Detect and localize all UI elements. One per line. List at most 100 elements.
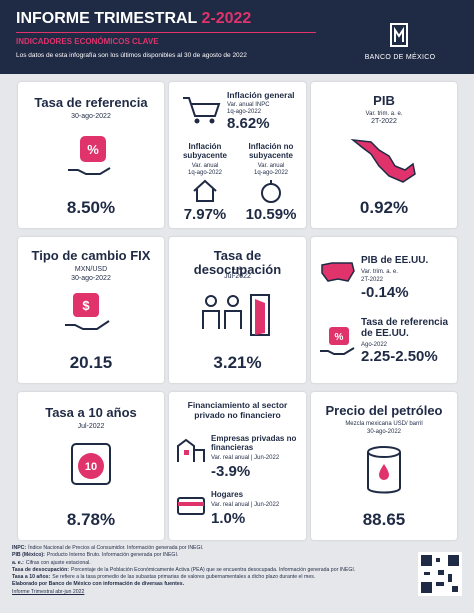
logo: BANCO DE MÉXICO: [364, 54, 436, 61]
subtitle: INDICADORES ECONÓMICOS CLAVE: [16, 37, 159, 46]
card: Financiamiento al sector privado no fina…: [169, 392, 306, 540]
icon: 10: [71, 443, 111, 485]
icon: [183, 97, 221, 124]
card-title: Tasa de desocupación: [193, 248, 282, 277]
card-value: 10.59%: [245, 206, 297, 223]
header-note: Los datos de esta infografía son los últ…: [16, 52, 247, 59]
card-value: 20.15: [69, 353, 113, 372]
card-measure: Var. trim. a. e.: [361, 269, 398, 275]
card-date: 30-ago-2022: [71, 275, 111, 282]
note-term: INPC:: [12, 545, 27, 551]
card-date: 2T-2022: [371, 118, 397, 125]
card-date: 1q-ago-2022: [253, 170, 289, 176]
icon: $: [65, 293, 110, 330]
card-measure: Var. trim. a. e.: [365, 111, 403, 117]
note: PIB (México): Producto Interno Bruto. Inf…: [12, 552, 407, 559]
note-text: Índice Nacional de Precios al Consumidor…: [28, 545, 204, 551]
note-text: Producto Interno Bruto. Información gene…: [46, 552, 179, 559]
qr-code[interactable]: [418, 552, 462, 596]
card-value: 1.0%: [211, 510, 246, 527]
card-date: 1q-ago-2022: [227, 109, 262, 115]
icon: [367, 446, 401, 494]
card-date: 30-ago-2022: [71, 113, 111, 120]
card-title: Financiamiento al sector privado no fina…: [187, 400, 288, 420]
icon: [177, 497, 205, 515]
title: INFORME TRIMESTRAL 2-2022: [16, 10, 251, 28]
svg-text:$: $: [82, 298, 90, 313]
card-title: Tasa de referencia: [34, 95, 148, 110]
card-title: Inflación no subyacente: [248, 142, 294, 160]
report-link[interactable]: Informe Trimestral abr-jun 2022: [12, 588, 85, 595]
note-text: Porcentaje de la Población Económicament…: [70, 566, 356, 573]
card-title: Inflación general: [227, 90, 295, 100]
icon: %: [320, 327, 355, 355]
card-value: 8.50%: [66, 198, 116, 217]
credit: Elaborado por Banco de México con inform…: [12, 581, 185, 588]
card-measure: MXN/USD: [74, 266, 108, 273]
svg-text:%: %: [335, 332, 344, 343]
card-value: 3.21%: [213, 353, 262, 372]
icon: [193, 179, 217, 202]
card-measure: Var. anual: [191, 163, 219, 169]
card-title: Hogares: [211, 490, 244, 499]
card: Precio del petróleo Mezcla mexicana USD/…: [311, 392, 457, 540]
card-measure: Mezcla mexicana USD/ barril: [345, 421, 423, 427]
title-period: 2-2022: [201, 10, 252, 27]
note: INPC: Índice Nacional de Precios al Consu…: [12, 545, 407, 552]
card-value: 7.97%: [183, 206, 227, 223]
card: PIB de EE.UU. Var. trim. a. e. 2T-2022 -…: [311, 237, 457, 383]
note-term: Tasa de desocupación:: [12, 566, 69, 573]
notes: INPC: Índice Nacional de Precios al Consu…: [12, 545, 407, 596]
note: Tasa de desocupación: Porcentaje de la Po…: [12, 567, 407, 574]
card-title: Precio del petróleo: [325, 403, 443, 418]
card-value: 8.62%: [227, 115, 270, 132]
header: INFORME TRIMESTRAL 2-2022 INDICADORES EC…: [0, 0, 474, 74]
card-title: Inflación subyacente: [182, 142, 228, 160]
card-date: Jul-2022: [224, 273, 251, 280]
svg-text:10: 10: [85, 461, 97, 473]
card-measure: Var. anual: [257, 163, 285, 169]
note-text: Cifras con ajuste estacional.: [25, 559, 91, 566]
card-measure: Var. real anual | Jun-2022: [211, 455, 280, 461]
card-title: Empresas privadas no financieras: [211, 434, 297, 452]
card-title: PIB: [373, 93, 395, 108]
notes-list: INPC: Índice Nacional de Precios al Consu…: [12, 545, 407, 581]
card-date: 2T-2022: [361, 277, 384, 283]
note-text: Se refiere a la tasa promedio de las sub…: [52, 574, 316, 581]
logo-icon: [390, 23, 408, 47]
note: a. e.: Cifras con ajuste estacional.: [12, 560, 407, 567]
card-title: Tipo de cambio FIX: [31, 248, 151, 263]
icon: [321, 262, 355, 282]
card-value: 8.78%: [66, 510, 116, 529]
card-measure: Var. real anual | Jun-2022: [211, 502, 280, 508]
icon: [202, 294, 270, 336]
card-date: 30-ago-2022: [366, 429, 402, 435]
note: Tasa a 10 años: Se refiere a la tasa prom…: [12, 574, 407, 581]
card-date: 1q-ago-2022: [187, 170, 223, 176]
card-date: Ago-2022: [361, 342, 388, 348]
card-value: -0.14%: [361, 284, 409, 301]
card: PIB Var. trim. a. e. 2T-2022 0.92%: [311, 82, 457, 228]
card: Inflación general Var. anual INPC 1q-ago…: [169, 82, 306, 228]
icon: [261, 180, 281, 203]
icon: [350, 138, 416, 183]
note-term: Tasa a 10 años:: [12, 574, 51, 581]
icon: [177, 438, 205, 462]
card-title: Tasa a 10 años: [45, 405, 137, 420]
note-term: PIB (México):: [12, 552, 45, 559]
title-text: INFORME TRIMESTRAL: [16, 10, 198, 27]
card-date: Jul-2022: [77, 423, 105, 430]
svg-text:%: %: [87, 142, 99, 157]
card: Tasa de desocupación a. e. Jul-2022 3.21…: [169, 237, 306, 383]
icon: %: [68, 136, 111, 175]
card-value: 2.25-2.50%: [361, 348, 438, 365]
card-value: -3.9%: [211, 463, 251, 480]
card: Tasa a 10 años Jul-2022 10 8.78%: [18, 392, 164, 540]
card-measure: a. e.: [231, 266, 244, 272]
card-value: 88.65: [362, 510, 406, 529]
card: Tipo de cambio FIX MXN/USD 30-ago-2022 $…: [18, 237, 164, 383]
card-title: PIB de EE.UU.: [361, 255, 429, 266]
card-measure: Var. anual INPC: [227, 102, 270, 108]
